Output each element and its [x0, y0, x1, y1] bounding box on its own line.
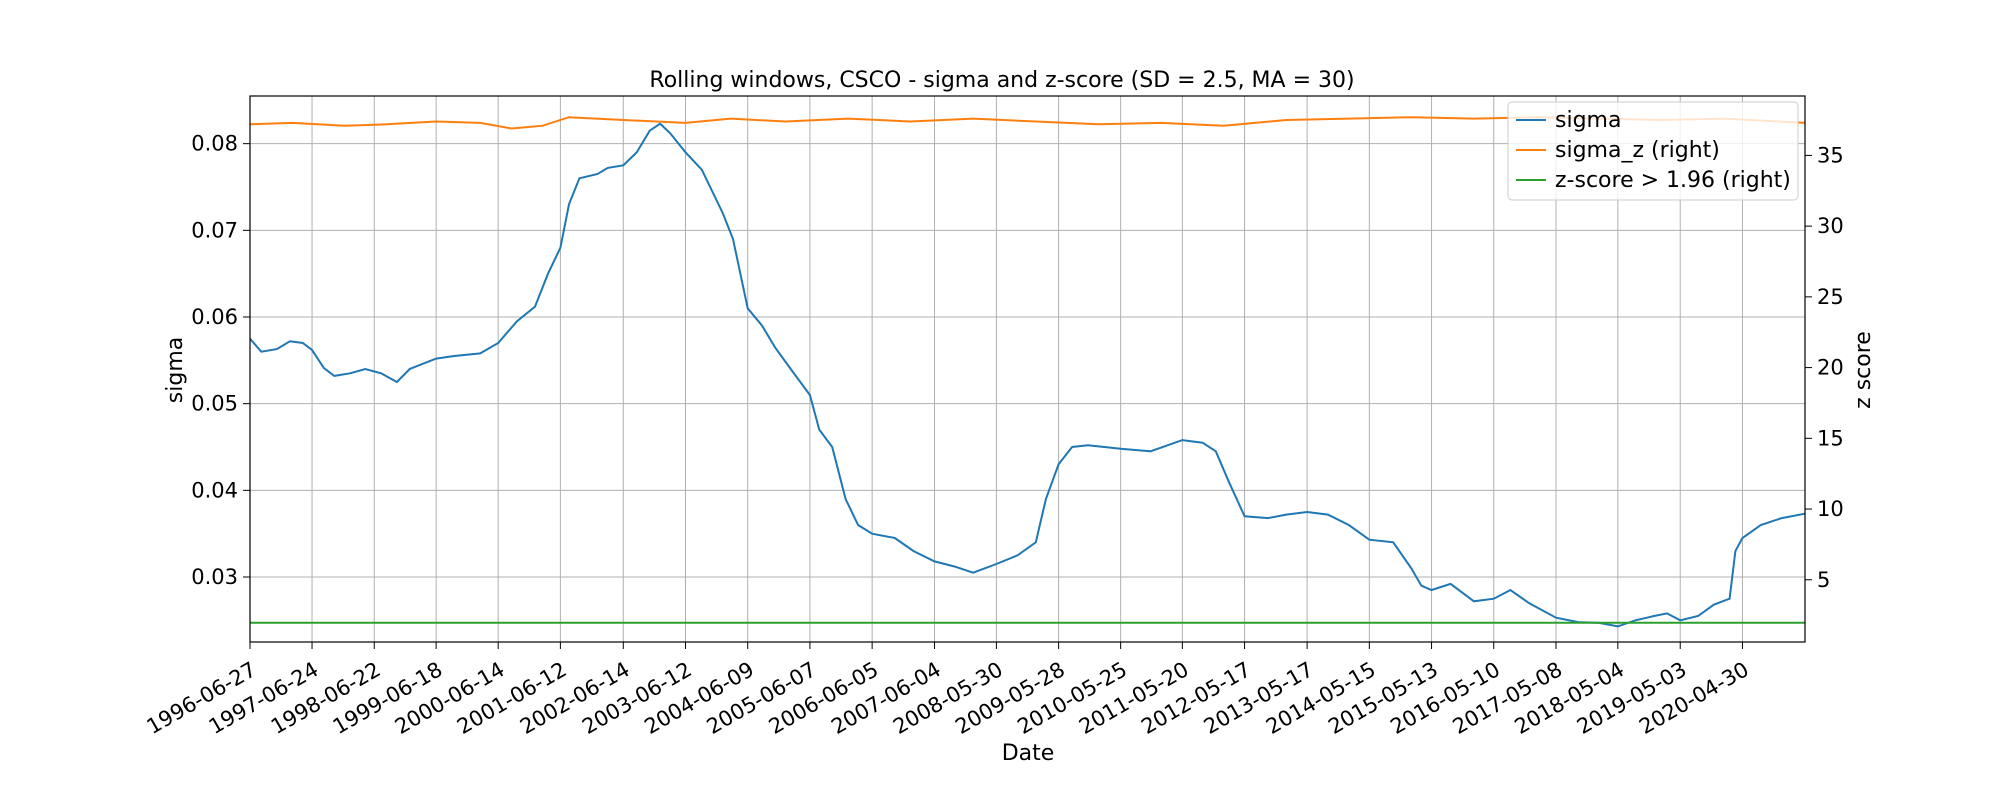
legend: sigma sigma_z (right) z-score > 1.96 (ri… — [1507, 101, 1799, 201]
sigma-line — [249, 122, 1806, 628]
y-right-tick-label: 15 — [1817, 426, 1844, 450]
y-axis-right-label: z score — [1851, 331, 1876, 409]
y-axis-right-ticks: 5 10 15 20 25 30 35 — [1805, 143, 1844, 592]
series-layer — [249, 116, 1806, 628]
y-axis-left-label: sigma — [163, 337, 188, 403]
y-axis-left-ticks: 0.03 0.04 0.05 0.06 0.07 0.08 — [191, 132, 250, 589]
y-right-tick-label: 10 — [1817, 497, 1844, 521]
legend-label-sigma-z: sigma_z (right) — [1555, 138, 1720, 163]
y-left-tick-label: 0.06 — [191, 305, 238, 329]
y-left-tick-label: 0.04 — [191, 478, 238, 502]
y-left-tick-label: 0.07 — [191, 218, 238, 242]
y-left-tick-label: 0.03 — [191, 565, 238, 589]
legend-label-sigma: sigma — [1555, 108, 1621, 133]
sigma-z-line — [249, 116, 1806, 130]
chart-title: Rolling windows, CSCO - sigma and z-scor… — [649, 68, 1354, 93]
plot-frame — [249, 95, 1806, 643]
y-right-tick-label: 35 — [1817, 143, 1844, 167]
x-axis-ticks: 1996-06-271997-06-241998-06-221999-06-18… — [143, 642, 1753, 739]
y-right-tick-label: 30 — [1817, 214, 1844, 238]
legend-label-threshold: z-score > 1.96 (right) — [1555, 168, 1791, 193]
legend-box — [1507, 101, 1799, 201]
grid — [249, 96, 1805, 642]
x-axis-label: Date — [1002, 741, 1055, 766]
y-right-tick-label: 25 — [1817, 285, 1844, 309]
y-right-tick-label: 20 — [1817, 356, 1844, 380]
y-left-tick-label: 0.08 — [191, 132, 238, 156]
y-left-tick-label: 0.05 — [191, 392, 238, 416]
y-right-tick-label: 5 — [1817, 568, 1830, 592]
